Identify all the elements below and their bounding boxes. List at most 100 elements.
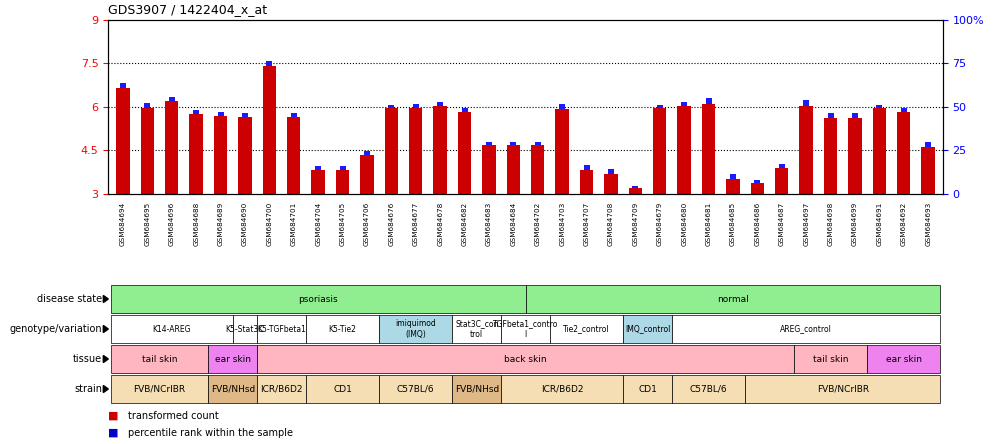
Bar (921, 147, 934, 194)
Bar (457, 112, 471, 194)
Text: ICR/B6D2: ICR/B6D2 (261, 385, 303, 393)
FancyBboxPatch shape (208, 345, 257, 373)
FancyBboxPatch shape (671, 315, 940, 343)
FancyBboxPatch shape (232, 315, 257, 343)
FancyBboxPatch shape (622, 375, 671, 403)
FancyBboxPatch shape (867, 345, 940, 373)
FancyBboxPatch shape (744, 375, 940, 403)
FancyBboxPatch shape (622, 315, 671, 343)
Text: FVB/NHsd: FVB/NHsd (454, 385, 498, 393)
Bar (140, 108, 154, 194)
FancyBboxPatch shape (208, 375, 257, 403)
Text: CD1: CD1 (333, 385, 352, 393)
Bar (579, 170, 593, 194)
Bar (656, 105, 662, 108)
Bar (851, 113, 857, 118)
Bar (823, 118, 837, 194)
Bar (485, 142, 492, 145)
Bar (775, 168, 788, 194)
Text: tail skin: tail skin (141, 354, 177, 364)
Bar (530, 145, 544, 194)
Text: K14-AREG: K14-AREG (152, 325, 190, 333)
Bar (506, 145, 520, 194)
FancyBboxPatch shape (501, 315, 549, 343)
Text: GDS3907 / 1422404_x_at: GDS3907 / 1422404_x_at (108, 3, 268, 16)
Text: FVB/NCrIBR: FVB/NCrIBR (816, 385, 868, 393)
Text: imiquimod
(IMQ): imiquimod (IMQ) (395, 319, 436, 339)
Bar (433, 106, 447, 194)
FancyBboxPatch shape (549, 315, 622, 343)
Bar (900, 107, 906, 112)
Text: percentile rank within the sample: percentile rank within the sample (128, 428, 294, 438)
Bar (631, 186, 637, 188)
FancyBboxPatch shape (110, 345, 208, 373)
Bar (267, 61, 273, 67)
Text: transformed count: transformed count (128, 411, 218, 421)
FancyBboxPatch shape (110, 285, 525, 313)
Bar (291, 113, 297, 117)
Bar (336, 170, 349, 194)
FancyBboxPatch shape (379, 375, 452, 403)
Text: psoriasis: psoriasis (298, 294, 338, 304)
FancyBboxPatch shape (306, 315, 379, 343)
Text: strain: strain (74, 384, 102, 394)
Bar (120, 83, 126, 88)
Bar (555, 109, 568, 194)
Bar (385, 108, 398, 194)
Bar (388, 105, 394, 108)
FancyBboxPatch shape (257, 345, 794, 373)
Text: ICR/B6D2: ICR/B6D2 (540, 385, 583, 393)
Bar (754, 180, 760, 183)
Bar (413, 104, 419, 107)
Bar (360, 155, 374, 194)
Bar (558, 103, 565, 109)
Bar (238, 117, 252, 194)
FancyBboxPatch shape (671, 375, 744, 403)
Text: disease state: disease state (37, 294, 102, 304)
Bar (583, 165, 589, 170)
Bar (287, 117, 301, 194)
Bar (701, 103, 714, 194)
Bar (193, 111, 199, 114)
FancyBboxPatch shape (379, 315, 452, 343)
FancyBboxPatch shape (110, 375, 208, 403)
Bar (803, 100, 809, 106)
Bar (534, 142, 540, 145)
Bar (603, 174, 617, 194)
FancyBboxPatch shape (452, 375, 501, 403)
FancyBboxPatch shape (257, 315, 306, 343)
FancyBboxPatch shape (257, 375, 306, 403)
Bar (340, 166, 346, 170)
Bar (144, 103, 150, 108)
Text: K5-Stat3C: K5-Stat3C (225, 325, 264, 333)
Bar (213, 116, 227, 194)
Bar (652, 108, 665, 194)
Text: FVB/NHsd: FVB/NHsd (210, 385, 255, 393)
Bar (799, 106, 812, 194)
Bar (168, 96, 174, 101)
Bar (116, 88, 129, 194)
Bar (482, 145, 495, 194)
Text: CD1: CD1 (637, 385, 656, 393)
Bar (241, 113, 247, 117)
Text: Tie2_control: Tie2_control (563, 325, 609, 333)
Bar (729, 174, 735, 179)
Text: tail skin: tail skin (812, 354, 848, 364)
Bar (778, 164, 784, 168)
Text: FVB/NCrIBR: FVB/NCrIBR (133, 385, 185, 393)
Bar (607, 169, 613, 174)
Bar (315, 166, 321, 170)
Text: TGFbeta1_contro
l: TGFbeta1_contro l (492, 319, 558, 339)
FancyBboxPatch shape (306, 375, 379, 403)
Bar (725, 179, 738, 194)
Text: C57BL/6: C57BL/6 (689, 385, 726, 393)
Bar (263, 67, 276, 194)
FancyBboxPatch shape (794, 345, 867, 373)
FancyBboxPatch shape (110, 315, 232, 343)
Text: Stat3C_con
trol: Stat3C_con trol (455, 319, 498, 339)
Bar (896, 112, 910, 194)
Text: K5-Tie2: K5-Tie2 (329, 325, 356, 333)
FancyBboxPatch shape (525, 285, 940, 313)
Text: K5-TGFbeta1: K5-TGFbeta1 (257, 325, 306, 333)
Text: back skin: back skin (504, 354, 546, 364)
